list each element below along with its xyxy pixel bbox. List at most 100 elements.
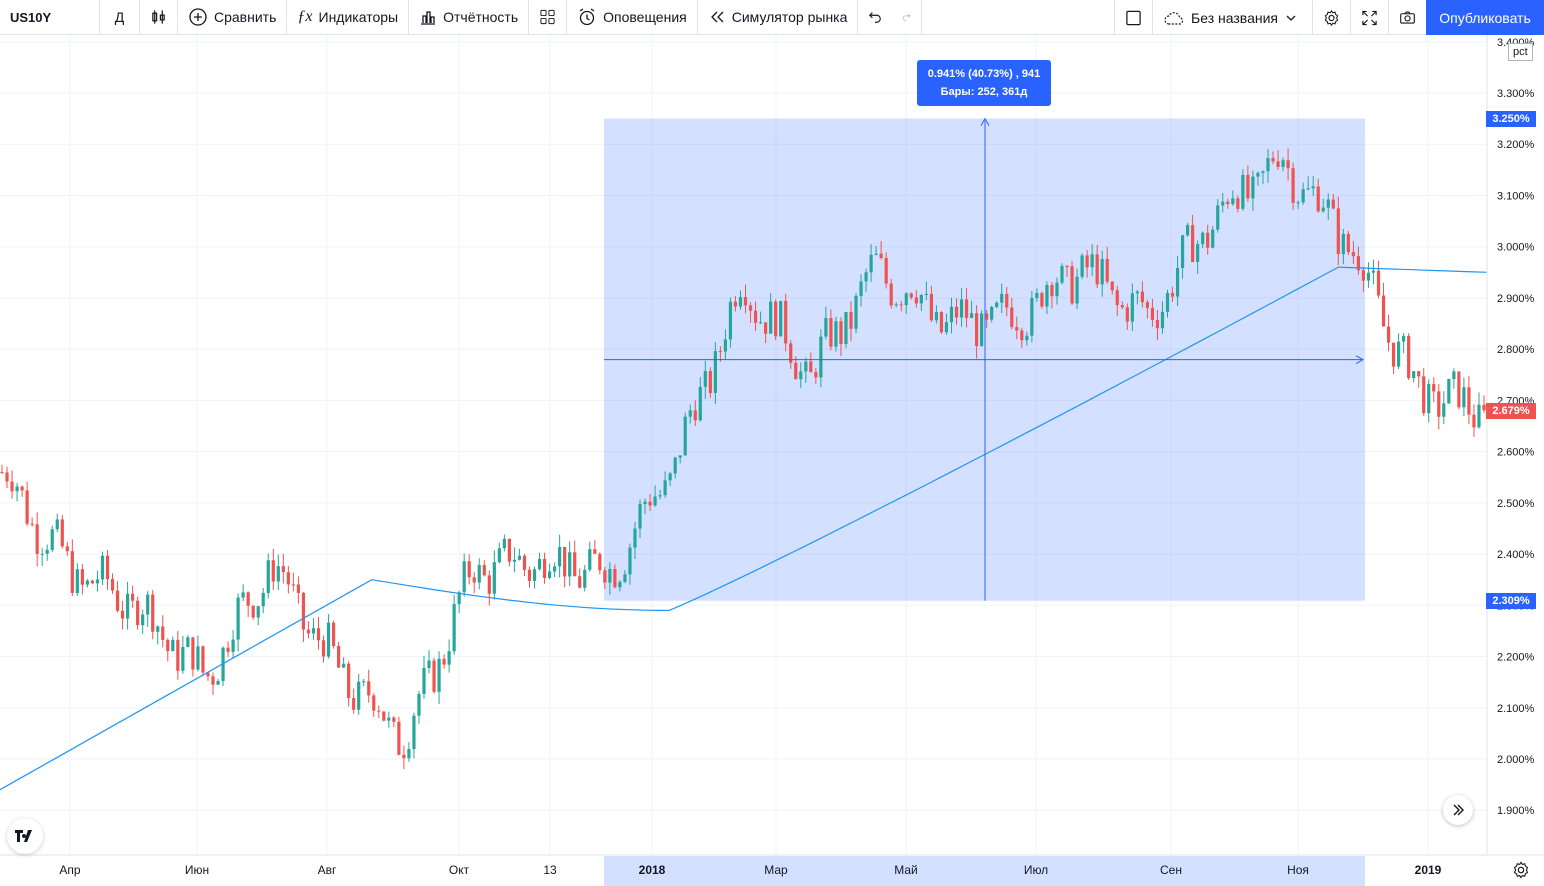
candle — [658, 489, 662, 500]
layout-name-button[interactable]: Без названия — [1152, 0, 1312, 35]
financials-button[interactable]: Отчётность — [409, 0, 530, 35]
candle — [1125, 303, 1129, 330]
candle — [60, 515, 64, 549]
interval-button[interactable]: Д — [100, 0, 140, 35]
undo-icon — [869, 12, 882, 23]
candle — [512, 547, 517, 573]
time-tick-label: 2019 — [1415, 863, 1442, 877]
candle — [537, 552, 542, 571]
chart-grid — [0, 35, 1487, 855]
candle — [593, 540, 597, 555]
candle — [35, 512, 39, 567]
candle — [1000, 283, 1004, 313]
time-tick-label: Сен — [1160, 863, 1182, 877]
candle — [316, 616, 321, 650]
candle — [919, 293, 923, 312]
candle — [944, 313, 949, 335]
candle — [1120, 301, 1124, 310]
redo-button[interactable] — [892, 0, 923, 35]
candle — [55, 513, 59, 533]
compare-button[interactable]: Сравнить — [178, 0, 288, 35]
candle — [1211, 226, 1215, 249]
gear-icon — [1324, 9, 1339, 26]
candle — [1346, 230, 1350, 256]
settings-button[interactable] — [1312, 0, 1350, 35]
candle — [1075, 268, 1079, 309]
candle — [959, 287, 964, 327]
candle — [452, 595, 456, 655]
snapshot-button[interactable] — [1388, 0, 1426, 35]
time-tick-label: Июн — [185, 863, 209, 877]
candle — [949, 297, 954, 334]
time-tick-label: Апр — [59, 863, 81, 877]
candle — [1291, 162, 1295, 210]
candle — [1160, 301, 1165, 334]
candle — [844, 311, 848, 349]
candle — [206, 671, 210, 681]
candle — [176, 630, 180, 680]
candle — [603, 566, 607, 589]
undo-button[interactable] — [858, 0, 892, 35]
candle — [362, 678, 366, 687]
price-axis: 3.400%3.300%3.200%3.100%3.000%2.900%2.80… — [1486, 35, 1544, 886]
candle — [472, 572, 476, 594]
candle — [382, 711, 386, 722]
candle — [502, 534, 506, 552]
candle — [151, 589, 155, 640]
candle — [181, 635, 185, 674]
candle — [688, 404, 692, 424]
indicators-button[interactable]: ƒx Индикаторы — [287, 0, 410, 35]
scroll-to-realtime-button[interactable] — [1443, 795, 1473, 825]
candle — [628, 543, 632, 585]
candle — [1065, 264, 1069, 277]
fullscreen-button[interactable] — [1350, 0, 1388, 35]
select-layout-button[interactable] — [1114, 0, 1152, 35]
replay-button[interactable]: Симулятор рынка — [698, 0, 859, 35]
chart-type-button[interactable] — [140, 0, 178, 35]
candle — [703, 360, 707, 399]
candle — [1100, 250, 1104, 297]
tradingview-logo[interactable] — [7, 818, 43, 854]
candle — [80, 564, 84, 595]
candle — [1140, 281, 1144, 308]
candle — [25, 481, 29, 526]
candle — [1155, 309, 1160, 341]
candle — [824, 306, 828, 340]
candle — [377, 705, 381, 719]
candle — [1105, 247, 1109, 284]
candle — [1015, 316, 1019, 340]
candle — [1236, 195, 1240, 213]
candle — [563, 546, 567, 588]
measure-tooltip: 0.941% (40.73%) , 941 Бары: 252, 361д — [917, 60, 1051, 106]
candle — [874, 246, 878, 256]
candle — [969, 300, 974, 319]
candle — [1341, 228, 1345, 265]
templates-button[interactable] — [529, 0, 568, 35]
candle — [256, 605, 260, 626]
candle — [226, 641, 230, 658]
candle — [834, 316, 838, 352]
candle — [306, 621, 311, 639]
candle — [1386, 314, 1391, 352]
candle — [30, 517, 34, 527]
candle — [1286, 148, 1290, 181]
plus-circle-icon — [189, 8, 207, 26]
candle — [1407, 333, 1411, 381]
alerts-button[interactable]: Оповещения — [567, 0, 698, 35]
candle — [1356, 246, 1361, 275]
candle — [975, 305, 979, 359]
cloud-icon — [1164, 11, 1184, 25]
publish-button[interactable]: Опубликовать — [1426, 0, 1544, 35]
price-chart[interactable]: 3.400%3.300%3.200%3.100%3.000%2.900%2.80… — [0, 35, 1544, 886]
candle — [487, 570, 491, 606]
candle — [693, 400, 697, 426]
financials-label: Отчётность — [443, 9, 519, 25]
square-icon — [1126, 10, 1141, 25]
candle — [558, 534, 562, 578]
symbol-search-button[interactable]: US10Y — [0, 0, 100, 35]
candle — [1191, 214, 1195, 263]
time-tick-label: Май — [894, 863, 918, 877]
time-axis-settings-button[interactable] — [1512, 861, 1530, 879]
price-tick-label: 2.900% — [1497, 293, 1535, 305]
candle — [618, 580, 622, 592]
